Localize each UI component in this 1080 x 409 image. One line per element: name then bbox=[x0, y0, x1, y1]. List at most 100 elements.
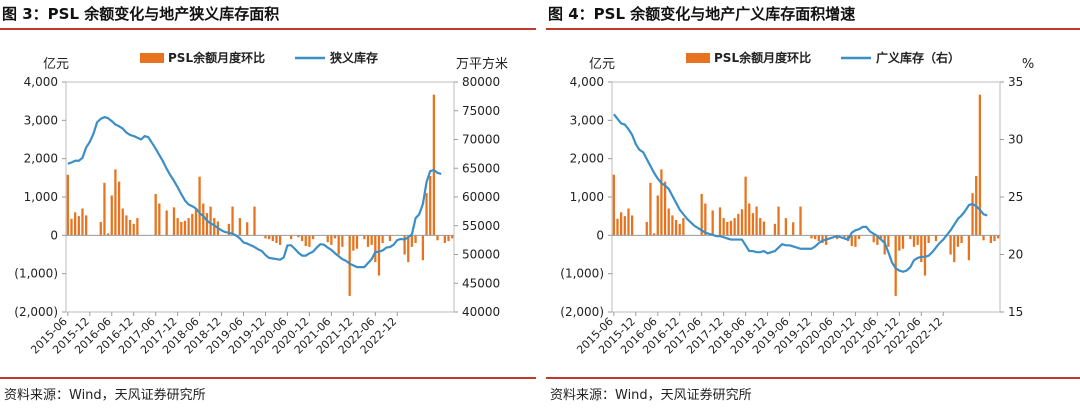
left-tick-label: (2,000) bbox=[560, 305, 604, 319]
psl-bar bbox=[187, 218, 190, 236]
psl-bar bbox=[923, 235, 927, 276]
left-tick-label: (2,000) bbox=[14, 305, 58, 319]
psl-bar bbox=[784, 218, 787, 236]
psl-bar bbox=[297, 235, 300, 238]
right-tick-label: 45000 bbox=[462, 276, 500, 290]
psl-bar bbox=[850, 235, 853, 247]
psl-bar bbox=[275, 235, 278, 243]
psl-bar bbox=[388, 235, 392, 242]
psl-bar bbox=[268, 235, 271, 240]
psl-bar bbox=[967, 235, 971, 261]
psl-bar bbox=[330, 235, 333, 245]
legend-bar-label: PSL余额月度环比 bbox=[168, 50, 265, 65]
psl-bar bbox=[172, 207, 176, 236]
chart-panel-left: 图 3：PSL 余额变化与地产狭义库存面积 亿元 万平方米 PSL余额月度环比 狭义库… bbox=[0, 0, 536, 409]
psl-bar bbox=[158, 203, 161, 236]
psl-bar bbox=[671, 215, 674, 236]
psl-bar bbox=[718, 207, 722, 236]
psl-bar bbox=[180, 221, 183, 236]
left-tick-label: 3,000 bbox=[24, 113, 58, 127]
psl-bar bbox=[264, 235, 267, 239]
title-rule bbox=[546, 28, 1080, 30]
psl-bar bbox=[733, 218, 736, 236]
psl-bar bbox=[304, 235, 307, 247]
right-tick-label: 60000 bbox=[462, 190, 500, 204]
psl-bar bbox=[407, 235, 410, 263]
psl-bar bbox=[700, 193, 703, 236]
psl-bar bbox=[326, 235, 329, 243]
psl-bar bbox=[740, 209, 744, 236]
right-tick-label: 25 bbox=[1008, 190, 1023, 204]
psl-bar bbox=[117, 181, 121, 236]
psl-bar bbox=[271, 235, 274, 242]
psl-bar bbox=[209, 206, 212, 236]
psl-bar bbox=[121, 208, 124, 236]
psl-bar bbox=[678, 223, 681, 236]
right-axis-unit: % bbox=[1022, 57, 1034, 72]
psl-bar bbox=[792, 222, 795, 236]
psl-bar bbox=[982, 235, 985, 241]
psl-bar bbox=[843, 235, 846, 238]
left-tick-label: (1,000) bbox=[560, 267, 604, 281]
right-tick-label: 50000 bbox=[462, 248, 500, 262]
psl-bar bbox=[645, 221, 648, 236]
left-tick-label: 0 bbox=[50, 228, 58, 242]
psl-bar bbox=[363, 235, 366, 240]
psl-bar bbox=[978, 94, 981, 236]
psl-bar bbox=[854, 235, 857, 247]
psl-bar bbox=[916, 235, 919, 245]
psl-bar bbox=[821, 235, 824, 243]
psl-bar bbox=[154, 193, 157, 236]
source-note: 资料来源：Wind，天风证券研究所 bbox=[550, 388, 752, 403]
psl-bar bbox=[99, 221, 102, 236]
psl-bar bbox=[70, 218, 73, 236]
psl-bar bbox=[927, 235, 930, 243]
psl-bar bbox=[744, 176, 747, 236]
psl-bar bbox=[649, 182, 652, 236]
psl-bar bbox=[205, 213, 209, 236]
psl-bar bbox=[660, 169, 663, 236]
psl-bar bbox=[432, 94, 435, 236]
psl-bar bbox=[436, 235, 439, 241]
psl-bar bbox=[311, 235, 315, 240]
left-axis-unit: 亿元 bbox=[43, 57, 69, 72]
psl-bar bbox=[682, 218, 685, 236]
psl-bar bbox=[953, 235, 956, 263]
psl-bar bbox=[370, 235, 373, 245]
psl-bar bbox=[627, 208, 630, 236]
psl-bar bbox=[894, 235, 897, 296]
psl-bar bbox=[879, 235, 883, 239]
right-tick-label: 70000 bbox=[462, 133, 500, 147]
psl-bar bbox=[231, 206, 234, 236]
psl-bar bbox=[421, 235, 425, 261]
psl-bar bbox=[289, 235, 293, 240]
psl-bar bbox=[616, 218, 619, 236]
psl-bar bbox=[194, 209, 198, 236]
psl-bar bbox=[817, 235, 820, 242]
right-tick-label: 75000 bbox=[462, 104, 500, 118]
psl-bar bbox=[993, 235, 996, 242]
psl-bar bbox=[722, 218, 725, 236]
psl-bar bbox=[337, 235, 340, 255]
plot-frame bbox=[611, 81, 1001, 313]
figure-title: 图 4：PSL 余额变化与地产广义库存面积增速 bbox=[548, 5, 856, 23]
inventory-line bbox=[612, 113, 988, 273]
source-note: 资料来源：Wind，天风证券研究所 bbox=[4, 388, 206, 403]
psl-bar bbox=[429, 175, 432, 236]
combo-chart-narrow-inventory: 亿元 万平方米 PSL余额月度环比 狭义库存 4,000 3,000 2,000 1,000 0… bbox=[14, 50, 508, 357]
psl-bar bbox=[132, 223, 135, 236]
left-tick-label: 4,000 bbox=[24, 75, 58, 89]
right-tick-label: 40000 bbox=[462, 305, 500, 319]
right-tick-label: 65000 bbox=[462, 161, 500, 175]
left-tick-label: 3,000 bbox=[570, 113, 604, 127]
psl-bar bbox=[176, 218, 179, 236]
psl-bar bbox=[956, 235, 960, 247]
psl-bar bbox=[898, 235, 901, 251]
psl-bar bbox=[128, 220, 132, 236]
psl-bar bbox=[333, 235, 337, 239]
plot-frame bbox=[65, 81, 455, 313]
psl-bar bbox=[414, 235, 417, 243]
psl-bar bbox=[814, 235, 817, 240]
psl-bar bbox=[377, 235, 381, 276]
psl-bar bbox=[997, 235, 1000, 239]
